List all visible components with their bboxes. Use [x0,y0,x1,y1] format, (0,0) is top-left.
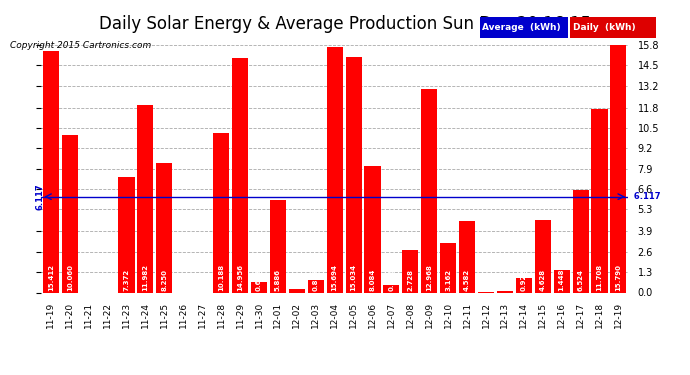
Text: 0.470: 0.470 [388,269,395,291]
Text: 15.694: 15.694 [332,264,337,291]
Text: 0.820: 0.820 [313,269,319,291]
Text: 0.922: 0.922 [521,269,527,291]
Text: 11.982: 11.982 [142,264,148,291]
Bar [402,250,418,292]
Text: 6.117: 6.117 [36,183,45,210]
Text: 5.886: 5.886 [275,269,281,291]
Text: 7.372: 7.372 [124,269,130,291]
Text: 12.968: 12.968 [426,264,432,291]
Text: 15.790: 15.790 [615,264,622,291]
Bar [384,285,400,292]
Bar [591,109,608,292]
Bar [440,243,456,292]
Bar [61,135,78,292]
Bar [497,291,513,292]
Bar [157,163,172,292]
Text: 15.034: 15.034 [351,264,357,291]
Text: 14.956: 14.956 [237,264,243,291]
Text: 6.524: 6.524 [578,269,584,291]
Bar [421,89,437,292]
Text: 8.250: 8.250 [161,269,168,291]
Text: 10.188: 10.188 [218,264,224,291]
Text: 3.162: 3.162 [445,269,451,291]
Text: 4.582: 4.582 [464,269,470,291]
Bar [553,270,570,292]
Bar [308,280,324,292]
Text: 8.084: 8.084 [369,269,375,291]
Text: 1.448: 1.448 [559,269,564,291]
Bar [270,200,286,292]
Text: Average  (kWh): Average (kWh) [482,22,561,32]
Bar [251,282,267,292]
Bar [232,58,248,292]
Bar [326,46,343,292]
Text: 0.686: 0.686 [256,269,262,291]
Bar [289,289,305,292]
Bar [137,105,153,292]
Text: 15.412: 15.412 [48,264,54,291]
Text: 6.117: 6.117 [631,192,660,201]
Bar [364,166,380,292]
Text: 11.708: 11.708 [597,264,602,291]
Text: Copyright 2015 Cartronics.com: Copyright 2015 Cartronics.com [10,41,152,50]
Bar [535,220,551,292]
Bar [119,177,135,292]
Text: Daily  (kWh): Daily (kWh) [573,22,635,32]
Bar [346,57,362,292]
Text: Daily Solar Energy & Average Production Sun Dec 20 16:15: Daily Solar Energy & Average Production … [99,15,591,33]
Bar [573,190,589,292]
Text: 10.060: 10.060 [67,264,72,291]
Bar [611,45,627,292]
Bar [459,221,475,292]
Bar [516,278,532,292]
Bar [213,133,229,292]
Text: 2.728: 2.728 [407,269,413,291]
Text: 4.628: 4.628 [540,269,546,291]
Bar [43,51,59,292]
